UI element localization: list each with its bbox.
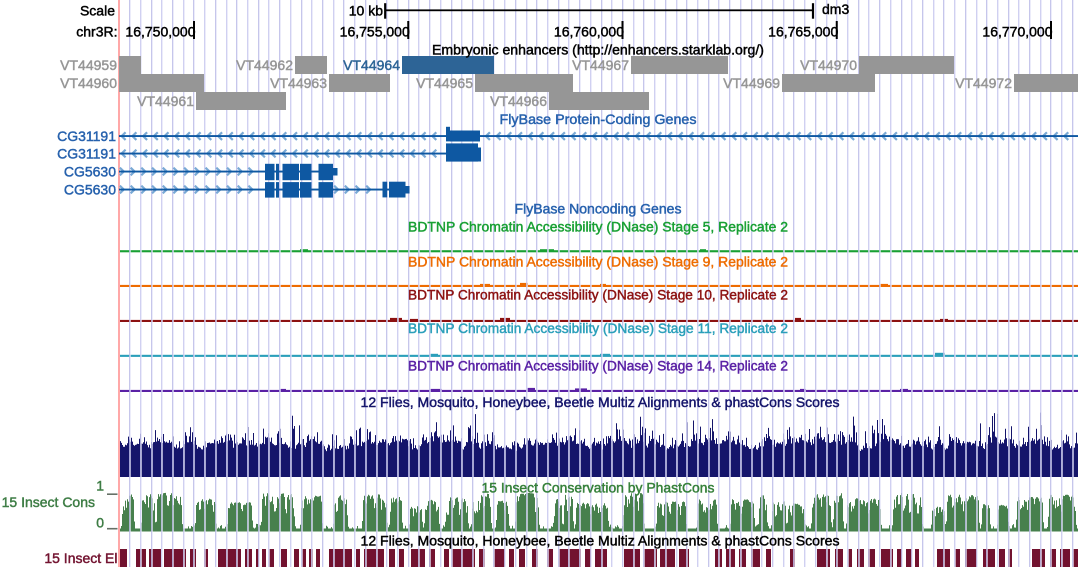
svg-text:dm3: dm3 bbox=[822, 1, 849, 17]
svg-text:BDTNP Chromatin Accessibility: BDTNP Chromatin Accessibility (DNase) St… bbox=[408, 254, 788, 270]
svg-text:VT44964: VT44964 bbox=[343, 57, 400, 73]
svg-text:VT44962: VT44962 bbox=[236, 57, 293, 73]
svg-text:VT44959: VT44959 bbox=[60, 57, 117, 73]
svg-text:VT44965: VT44965 bbox=[416, 75, 473, 91]
svg-text:CG31191: CG31191 bbox=[57, 146, 116, 162]
svg-text:BDTNP Chromatin Accessibility: BDTNP Chromatin Accessibility (DNase) St… bbox=[408, 358, 788, 374]
svg-text:VT44969: VT44969 bbox=[723, 75, 780, 91]
svg-text:15 Insect Conservation by Phas: 15 Insect Conservation by PhastCons bbox=[482, 480, 715, 496]
svg-text:BDTNP Chromatin Accessibility: BDTNP Chromatin Accessibility (DNase) St… bbox=[408, 320, 788, 336]
svg-text:16,755,000: 16,755,000 bbox=[340, 24, 410, 40]
svg-text:16,770,000: 16,770,000 bbox=[982, 24, 1052, 40]
svg-text:CG31191: CG31191 bbox=[57, 128, 116, 144]
svg-text:0: 0 bbox=[96, 515, 104, 531]
svg-text:VT44970: VT44970 bbox=[800, 57, 857, 73]
svg-text:VT44960: VT44960 bbox=[60, 75, 117, 91]
svg-text:FlyBase Protein-Coding Genes: FlyBase Protein-Coding Genes bbox=[500, 111, 697, 127]
svg-text:VT44963: VT44963 bbox=[270, 75, 327, 91]
svg-text:BDTNP Chromatin Accessibility: BDTNP Chromatin Accessibility (DNase) St… bbox=[408, 219, 788, 235]
svg-text:16,765,000: 16,765,000 bbox=[768, 24, 838, 40]
svg-text:CG5630: CG5630 bbox=[64, 182, 116, 198]
svg-text:16,750,000: 16,750,000 bbox=[125, 24, 195, 40]
svg-text:FlyBase Noncoding Genes: FlyBase Noncoding Genes bbox=[515, 201, 682, 217]
svg-text:chr3R:: chr3R: bbox=[76, 24, 117, 40]
svg-text:15 Insect Cons: 15 Insect Cons bbox=[2, 494, 95, 510]
svg-text:16,760,000: 16,760,000 bbox=[554, 24, 624, 40]
svg-text:Embryonic enhancers (http://en: Embryonic enhancers (http://enhancers.st… bbox=[432, 42, 764, 58]
svg-text:VT44967: VT44967 bbox=[572, 57, 629, 73]
svg-text:15 Insect El: 15 Insect El bbox=[44, 550, 117, 566]
svg-text:1: 1 bbox=[96, 478, 104, 494]
svg-text:BDTNP Chromatin Accessibility: BDTNP Chromatin Accessibility (DNase) St… bbox=[408, 287, 788, 303]
svg-text:CG5630: CG5630 bbox=[64, 164, 116, 180]
svg-text:VT44966: VT44966 bbox=[490, 93, 547, 109]
svg-text:10 kb: 10 kb bbox=[349, 3, 383, 19]
svg-text:VT44961: VT44961 bbox=[137, 93, 194, 109]
svg-text:Scale: Scale bbox=[80, 3, 115, 19]
svg-text:VT44972: VT44972 bbox=[955, 75, 1012, 91]
svg-text:12 Flies, Mosquito, Honeybee,: 12 Flies, Mosquito, Honeybee, Beetle Mul… bbox=[361, 533, 840, 549]
svg-text:12 Flies, Mosquito, Honeybee,: 12 Flies, Mosquito, Honeybee, Beetle Mul… bbox=[361, 394, 840, 410]
